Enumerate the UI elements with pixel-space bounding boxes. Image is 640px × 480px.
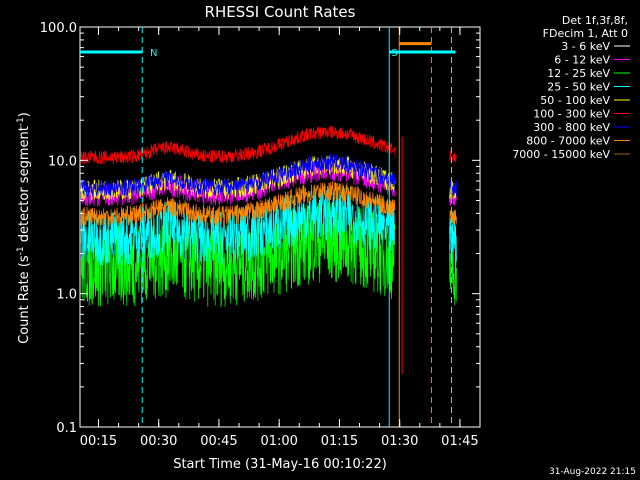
legend-header-0: Det 1f,3f,8f, [562,14,628,27]
legend-label-9: 7000 - 15000 keV [512,148,610,161]
legend-label-2: 6 - 12 keV [554,54,610,67]
x-tick-label-5: 01:30 [381,434,418,449]
x-axis-ticks: 00:15 00:30 00:45 01:00 01:15 01:30 01:45 [80,27,479,449]
series-line-6 [80,125,457,165]
series-line-8 [80,181,457,227]
legend-label-6: 100 - 300 keV [533,108,610,121]
y-tick-label-3: 100.0 [40,21,77,36]
flag-label-2: S [391,48,397,59]
legend-label-8: 800 - 7000 keV [526,135,610,148]
y-tick-label-1: 1.0 [56,288,77,303]
x-tick-label-4: 01:15 [321,434,358,449]
legend-label-5: 50 - 100 keV [540,94,610,107]
legend-label-7: 300 - 800 keV [533,121,610,134]
legend-label-1: 3 - 6 keV [561,40,610,53]
x-tick-label-0: 00:15 [80,434,117,449]
legend-label-3: 12 - 25 keV [547,67,610,80]
legend-label-4: 25 - 50 keV [547,81,610,94]
y-tick-label-2: 10.0 [48,154,77,169]
plot-frame [79,26,481,428]
series-line-7 [80,153,457,197]
x-tick-label-3: 01:00 [260,434,297,449]
y-tick-label-0: 0.1 [56,421,77,436]
date-stamp: 31-Aug-2022 21:15 [549,467,636,477]
y-axis-ticks: 0.1 1.0 10.0 100.0 [40,21,480,436]
chart-title: RHESSI Count Rates [205,3,356,21]
x-tick-label-2: 00:45 [200,434,237,449]
flag-label-1: N [150,48,157,59]
x-axis-label: Start Time (31-May-16 00:10:22) [173,457,387,472]
x-tick-label-1: 00:30 [140,434,177,449]
legend-header-1: FDecim 1, Att 0 [543,27,628,40]
y-axis-label: Count Rate (s-1 detector segment-1) [16,112,32,344]
x-tick-label-6: 01:45 [441,434,478,449]
